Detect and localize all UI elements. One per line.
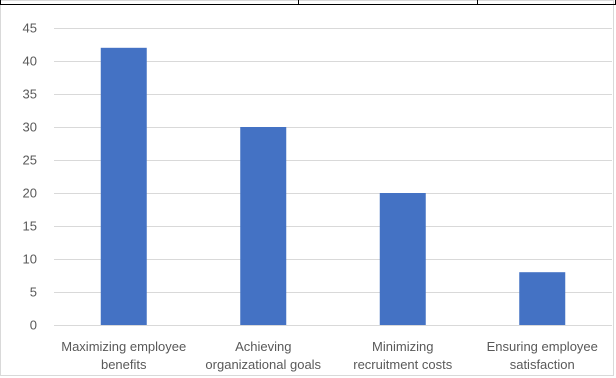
y-tick-label: 15 <box>23 219 37 234</box>
x-category-label-line: organizational goals <box>205 357 321 372</box>
x-category-label-line: Maximizing employee <box>61 339 186 354</box>
x-category-label: Minimizing recruitment costs <box>353 339 452 372</box>
x-category-label: Achieving organizational goals <box>205 339 321 372</box>
x-category-label-line: Achieving <box>235 339 291 354</box>
bar <box>240 127 287 325</box>
x-category-label-line: benefits <box>101 357 147 372</box>
bar <box>519 272 566 325</box>
x-category-label-line: Minimizing <box>372 339 433 354</box>
bars <box>100 47 566 326</box>
table-column-divider <box>477 0 478 4</box>
x-axis-category-labels: Maximizing employee benefits Achieving orga… <box>61 339 598 372</box>
y-axis-tick-labels: 0 5 10 15 20 25 30 35 40 45 <box>23 21 37 333</box>
x-category-label-line: recruitment costs <box>353 357 452 372</box>
y-tick-label: 40 <box>23 54 37 69</box>
y-tick-label: 5 <box>30 285 37 300</box>
x-category-label-line: Ensuring employee <box>487 339 598 354</box>
x-category-label-line: satisfaction <box>510 357 575 372</box>
bar <box>100 47 147 326</box>
y-tick-label: 30 <box>23 120 37 135</box>
y-tick-label: 45 <box>23 21 37 36</box>
y-tick-label: 10 <box>23 252 37 267</box>
x-category-label: Maximizing employee benefits <box>61 339 186 372</box>
gridlines <box>54 28 612 326</box>
bar <box>379 193 426 325</box>
y-tick-label: 35 <box>23 87 37 102</box>
y-tick-label: 25 <box>23 153 37 168</box>
x-category-label: Ensuring employee satisfaction <box>487 339 598 372</box>
y-tick-label: 0 <box>30 318 37 333</box>
y-tick-label: 20 <box>23 186 37 201</box>
table-column-divider <box>298 0 299 4</box>
